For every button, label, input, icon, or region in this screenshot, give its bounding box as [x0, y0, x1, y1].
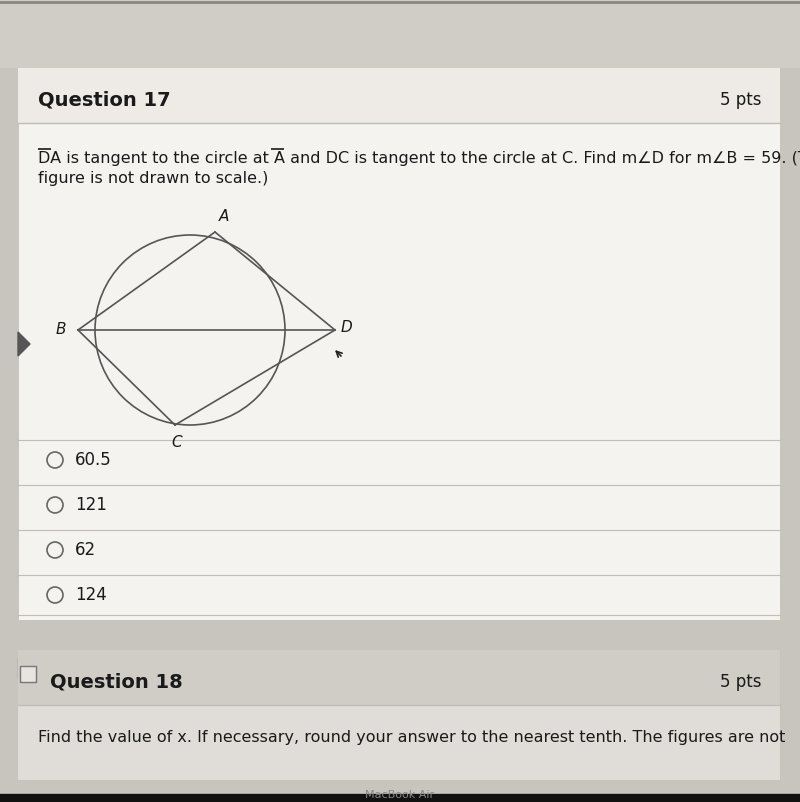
Polygon shape: [18, 332, 30, 356]
Text: C: C: [172, 435, 182, 450]
Text: 5 pts: 5 pts: [721, 91, 762, 109]
Text: 121: 121: [75, 496, 107, 514]
Text: A: A: [219, 209, 230, 224]
Text: D: D: [341, 321, 353, 335]
Text: MacBook Air: MacBook Air: [366, 790, 434, 800]
Text: B: B: [55, 322, 66, 338]
FancyBboxPatch shape: [0, 0, 800, 68]
Text: Question 17: Question 17: [38, 91, 170, 110]
Text: 124: 124: [75, 586, 106, 604]
Text: 5 pts: 5 pts: [721, 673, 762, 691]
Text: Question 18: Question 18: [50, 673, 182, 691]
FancyBboxPatch shape: [18, 705, 780, 780]
Text: 60.5: 60.5: [75, 451, 112, 469]
Text: DA is tangent to the circle at A and DC is tangent to the circle at C. Find m∠D : DA is tangent to the circle at A and DC …: [38, 151, 800, 166]
FancyBboxPatch shape: [18, 68, 780, 620]
FancyBboxPatch shape: [18, 650, 780, 705]
FancyBboxPatch shape: [18, 68, 780, 123]
Text: 62: 62: [75, 541, 96, 559]
FancyBboxPatch shape: [18, 650, 780, 780]
Text: figure is not drawn to scale.): figure is not drawn to scale.): [38, 171, 268, 186]
FancyBboxPatch shape: [20, 666, 36, 682]
FancyBboxPatch shape: [18, 658, 38, 678]
FancyBboxPatch shape: [0, 620, 800, 650]
Text: Find the value of x. If necessary, round your answer to the nearest tenth. The f: Find the value of x. If necessary, round…: [38, 730, 786, 745]
